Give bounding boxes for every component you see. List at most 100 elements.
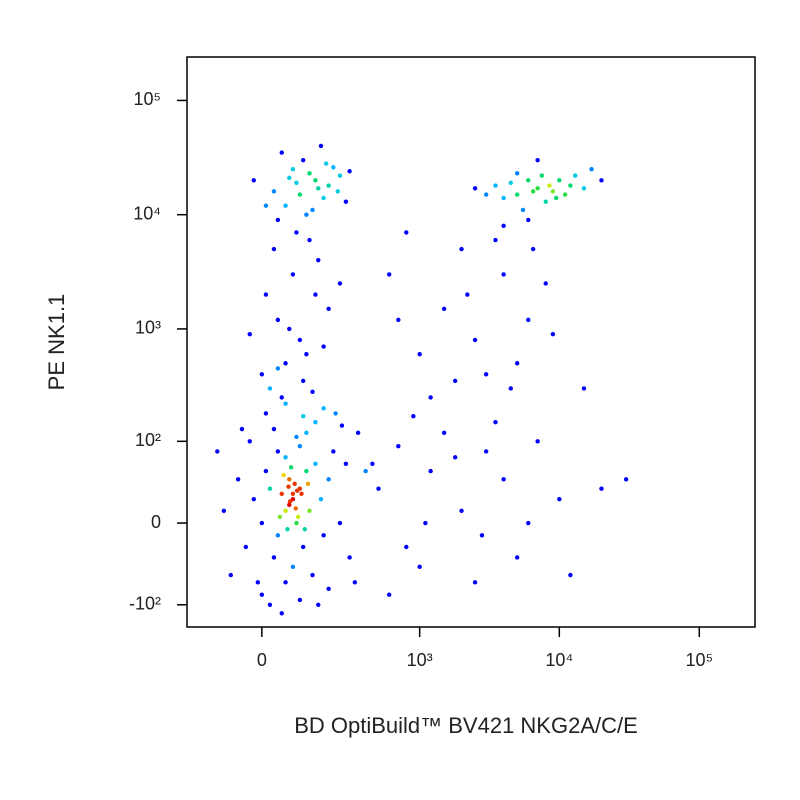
point — [275, 449, 281, 454]
point — [243, 544, 249, 550]
point — [279, 491, 284, 496]
point — [376, 486, 381, 491]
point — [313, 178, 318, 183]
point — [259, 372, 265, 377]
point — [562, 192, 568, 197]
point — [316, 186, 321, 191]
point — [428, 395, 433, 400]
point — [287, 477, 292, 482]
point — [299, 491, 304, 496]
point — [452, 455, 458, 460]
point — [547, 183, 552, 188]
point — [557, 178, 562, 183]
point — [501, 223, 506, 228]
point — [279, 395, 284, 400]
point — [573, 173, 578, 178]
point — [483, 449, 489, 454]
point — [228, 572, 233, 578]
point — [275, 217, 281, 223]
point — [304, 468, 309, 474]
point — [423, 520, 428, 526]
point — [283, 580, 288, 585]
point — [271, 426, 277, 432]
point — [247, 331, 252, 337]
point — [599, 178, 604, 183]
point — [321, 195, 326, 201]
point — [313, 292, 318, 297]
point — [535, 157, 540, 163]
x-tick-label: 10³ — [407, 650, 433, 670]
point — [271, 246, 277, 252]
point — [313, 461, 318, 466]
point — [275, 533, 281, 538]
point — [300, 413, 306, 419]
point — [472, 337, 478, 343]
point — [363, 468, 368, 474]
points — [215, 143, 629, 616]
point — [428, 468, 433, 474]
point — [441, 430, 447, 436]
y-tick-label: 10⁴ — [133, 203, 161, 223]
point — [285, 527, 290, 532]
x-tick-label: 10⁴ — [545, 650, 573, 670]
point — [304, 430, 309, 436]
point — [441, 306, 447, 312]
point — [411, 413, 416, 419]
point — [581, 186, 587, 191]
point — [452, 378, 458, 384]
x-tick-label: 0 — [257, 650, 267, 670]
point — [323, 161, 329, 166]
point — [514, 192, 520, 197]
point — [326, 586, 331, 592]
point — [287, 175, 292, 181]
point — [275, 317, 281, 323]
point — [307, 508, 312, 513]
point — [539, 173, 545, 178]
point — [294, 434, 299, 440]
point — [347, 555, 352, 560]
point — [337, 281, 343, 286]
point — [293, 506, 298, 511]
point — [287, 326, 292, 332]
point — [263, 468, 269, 474]
point — [318, 496, 324, 502]
point — [267, 486, 273, 491]
point — [221, 508, 227, 513]
point — [295, 514, 301, 520]
point — [297, 192, 303, 197]
point — [283, 401, 288, 406]
point — [304, 352, 309, 357]
point — [331, 165, 336, 170]
point — [300, 157, 306, 163]
point — [557, 496, 562, 502]
point — [589, 167, 594, 172]
point — [526, 217, 531, 223]
point — [550, 189, 556, 194]
point — [283, 203, 288, 208]
point — [297, 443, 303, 449]
point — [623, 477, 629, 482]
point — [568, 572, 573, 578]
point — [386, 592, 392, 597]
point — [530, 189, 536, 194]
point — [294, 230, 299, 235]
plot-frame — [186, 56, 756, 628]
point — [305, 481, 311, 487]
point — [263, 203, 269, 208]
point — [267, 386, 273, 391]
point — [581, 386, 587, 391]
point — [535, 186, 540, 191]
point — [550, 331, 556, 337]
point — [251, 496, 256, 502]
point — [239, 426, 245, 432]
point — [543, 199, 548, 204]
point — [535, 439, 540, 444]
point — [472, 186, 478, 191]
point — [526, 520, 531, 526]
y-tick-label: 10³ — [135, 318, 161, 338]
point — [493, 420, 498, 425]
point — [321, 344, 326, 349]
point — [310, 389, 315, 395]
point — [508, 180, 513, 186]
